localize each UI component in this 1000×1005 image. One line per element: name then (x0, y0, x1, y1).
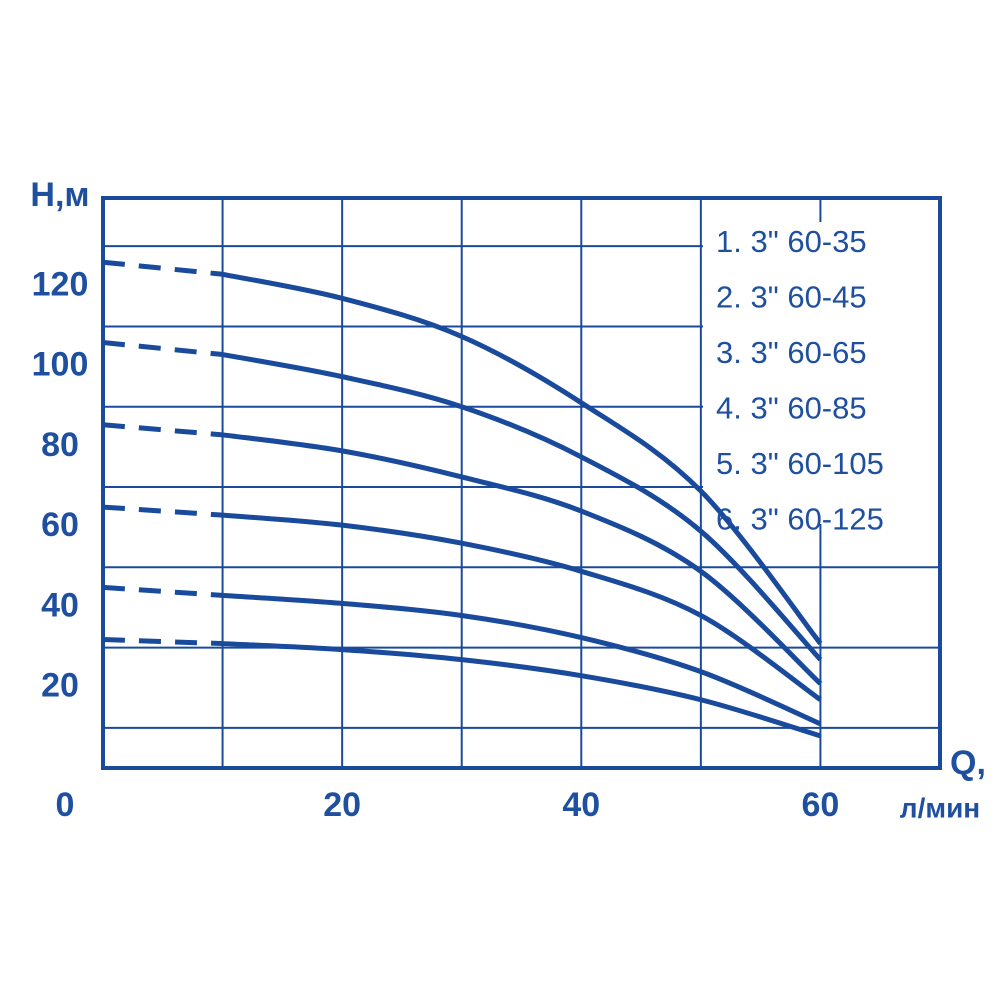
legend-entry: 2. 3" 60-45 (716, 280, 867, 315)
line (222, 432, 823, 686)
line (222, 271, 823, 646)
plot-frame (101, 196, 942, 770)
x-axis-label: Q, (950, 744, 986, 782)
y-tick-label: 20 (41, 667, 79, 705)
y-tick-label: 80 (41, 426, 79, 464)
line-dashed (102, 422, 223, 438)
x-tick-label: 60 (802, 786, 840, 824)
line (222, 641, 822, 739)
legend-box (703, 222, 938, 524)
y-tick-label: 60 (41, 506, 79, 544)
line-dashed (102, 340, 223, 358)
y-tick-label: 100 (32, 346, 89, 384)
line-dashed (102, 637, 223, 647)
x-tick-label: 0 (56, 786, 75, 824)
x-tick-label: 40 (562, 786, 600, 824)
legend-entry: 1. 3" 60-35 (716, 224, 867, 259)
line-dashed (102, 259, 223, 277)
y-tick-label: 120 (32, 265, 89, 303)
y-axis-label: Н,м (30, 176, 89, 214)
line (222, 512, 822, 702)
line (222, 352, 823, 662)
legend-entry: 5. 3" 60-105 (716, 446, 884, 481)
legend-entry: 6. 3" 60-125 (716, 502, 884, 537)
legend-entry: 3. 3" 60-65 (716, 335, 867, 370)
x-axis-unit: л/мин (900, 792, 980, 823)
line-dashed (102, 504, 223, 518)
y-tick-label: 40 (41, 586, 79, 624)
line-dashed (102, 584, 223, 598)
legend-entry: 4. 3" 60-85 (716, 391, 867, 426)
line (222, 592, 822, 727)
x-tick-label: 20 (323, 786, 361, 824)
